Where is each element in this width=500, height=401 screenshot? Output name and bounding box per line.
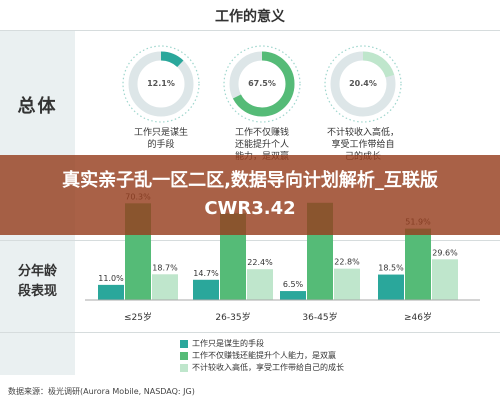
legend-label-2: 工作不仅赚钱还能提升个人能力，是双赢 [192, 351, 336, 360]
legend-label-3: 不计较收入高低，享受工作带给自己的成长 [192, 363, 344, 372]
bar-value-label-2-3: 22.4% [247, 258, 273, 267]
row-label-overall: 总体 [17, 96, 58, 117]
row-label-age: 分年龄 段表现 [17, 264, 57, 299]
section-divider [0, 240, 500, 241]
legend-swatch-2 [180, 351, 188, 360]
bar-3-series-1 [280, 291, 306, 300]
donut-value-label-1: 12.1% [147, 79, 175, 88]
bar-value-label-3-3: 22.8% [334, 258, 360, 267]
bar-2-series-3 [247, 269, 273, 300]
donut-slice-2 [229, 51, 295, 117]
donut-dotted-ring-2 [223, 45, 301, 123]
legend-swatch-3 [180, 363, 188, 372]
data-source-note: 数据来源：极光调研(Aurora Mobile, NASDAQ: JG) [8, 387, 195, 396]
donut-dotted-ring-3 [324, 45, 402, 123]
donut-slice-1 [128, 51, 194, 117]
x-tick-label-3: 36-45岁 [302, 311, 337, 323]
bar-4-series-2 [405, 228, 431, 300]
bar-value-label-1-1: 11.0% [98, 274, 124, 283]
bar-value-label-3-1: 6.5% [283, 280, 304, 289]
x-tick-label-1: ≤25岁 [124, 311, 152, 323]
x-tick-label-2: 26-35岁 [215, 311, 250, 323]
bar-4-series-3 [432, 259, 458, 300]
donut-dotted-ring-1 [122, 45, 200, 123]
bar-value-label-2-1: 14.7% [193, 269, 219, 278]
bar-1-series-3 [152, 274, 178, 300]
bar-value-label-4-1: 18.5% [378, 264, 404, 273]
legend-label-1: 工作只是谋生的手段 [192, 339, 264, 348]
x-tick-label-4: ≥46岁 [404, 311, 432, 323]
donut-slice-3 [330, 51, 396, 117]
bottom-divider [0, 332, 500, 333]
overlay-banner [0, 155, 500, 235]
donut-value-label-2: 67.5% [248, 79, 276, 88]
bar-value-label-4-3: 29.6% [432, 248, 458, 257]
bar-4-series-1 [378, 274, 404, 300]
legend-item-2: 工作不仅赚钱还能提升个人能力，是双赢 [180, 350, 336, 361]
donut-value-label-3: 20.4% [349, 79, 377, 88]
top-divider [0, 30, 500, 31]
overlay-banner-text: 真实亲子乱一区二区,数据导向计划解析_互联版CWR3.42 [62, 170, 438, 219]
donut-caption-1: 工作只是谋生 的手段 [133, 128, 188, 150]
page-title: 工作的意义 [215, 9, 285, 25]
bar-2-series-1 [193, 279, 219, 300]
bar-value-label-1-3: 18.7% [152, 263, 178, 272]
donut-charts [122, 45, 402, 123]
legend-swatch-1 [180, 339, 188, 348]
bar-1-series-1 [98, 284, 124, 300]
bar-3-series-3 [334, 268, 360, 300]
legend-item-3: 不计较收入高低，享受工作带给自己的成长 [180, 362, 344, 373]
legend-item-1: 工作只是谋生的手段 [180, 338, 264, 349]
